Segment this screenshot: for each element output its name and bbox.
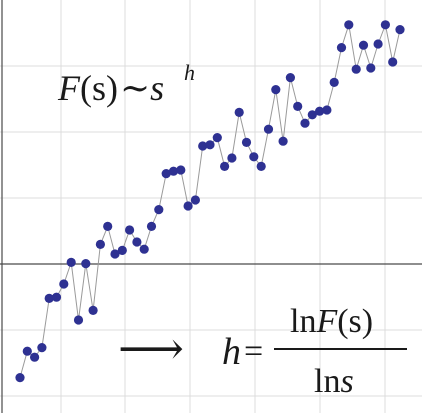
data-point xyxy=(103,221,113,231)
data-point xyxy=(44,293,54,303)
data-point xyxy=(227,153,237,163)
data-point xyxy=(22,346,32,356)
data-point xyxy=(300,118,310,128)
data-point xyxy=(198,141,208,151)
data-point xyxy=(256,161,266,171)
data-point xyxy=(125,225,135,235)
data-point xyxy=(395,25,405,35)
data-point xyxy=(183,201,193,211)
data-point xyxy=(168,166,179,176)
svg-text:F(s)∼s: F(s)∼s xyxy=(57,68,164,108)
eq-lhs-arg: (s) xyxy=(80,68,118,108)
data-point xyxy=(161,169,171,179)
power-law-equation: F(s)∼s h xyxy=(57,60,195,108)
exp-den-var: s xyxy=(340,363,353,400)
data-point xyxy=(234,107,244,117)
data-point xyxy=(59,279,69,289)
data-point xyxy=(249,152,259,162)
data-point xyxy=(139,244,149,254)
data-point xyxy=(176,165,186,175)
data-point xyxy=(388,57,398,67)
data-point xyxy=(366,63,376,73)
exponent-definition: h = lnF(s) lns xyxy=(222,303,407,400)
data-point xyxy=(117,245,127,255)
data-point xyxy=(51,292,62,302)
data-point xyxy=(146,221,157,231)
data-point xyxy=(190,195,200,205)
data-point xyxy=(380,20,390,30)
data-point xyxy=(285,73,295,83)
data-point xyxy=(263,124,274,134)
svg-text:lnF(s): lnF(s) xyxy=(290,303,373,340)
series-points xyxy=(15,20,405,383)
data-point xyxy=(73,315,84,325)
data-point xyxy=(37,343,47,353)
data-point xyxy=(271,85,281,95)
eq-lhs-var: F xyxy=(57,68,81,108)
exp-den-ln: ln xyxy=(314,363,340,400)
exp-lhs: h xyxy=(222,331,241,373)
data-point xyxy=(66,257,76,267)
data-point xyxy=(212,133,222,143)
data-point xyxy=(373,39,383,49)
svg-text:lns: lns xyxy=(314,363,354,400)
eq-tilde: ∼ xyxy=(120,68,150,108)
data-point xyxy=(220,161,230,171)
data-point xyxy=(351,64,361,74)
data-point xyxy=(329,77,339,87)
data-point xyxy=(344,20,354,30)
arrow-icon: ⟶ xyxy=(118,323,184,374)
data-point xyxy=(315,106,325,116)
data-point xyxy=(205,140,215,150)
data-point xyxy=(88,305,98,315)
data-point xyxy=(307,110,317,120)
exp-num-ln: ln xyxy=(290,303,316,340)
eq-base: s xyxy=(150,68,164,108)
data-point xyxy=(95,239,105,249)
data-point xyxy=(293,101,303,111)
data-point xyxy=(15,373,25,383)
exp-equals: = xyxy=(244,333,263,370)
exp-num-var: F xyxy=(315,303,338,340)
data-point xyxy=(336,43,347,53)
data-point xyxy=(154,205,164,215)
exp-num-arg: (s) xyxy=(337,303,373,340)
data-point xyxy=(278,136,288,146)
data-point xyxy=(241,137,252,147)
data-point xyxy=(110,249,120,259)
data-point xyxy=(132,237,142,247)
data-point xyxy=(29,352,40,362)
data-point xyxy=(322,105,332,115)
data-point xyxy=(81,259,91,269)
data-point xyxy=(358,40,369,50)
eq-exponent: h xyxy=(184,60,195,85)
